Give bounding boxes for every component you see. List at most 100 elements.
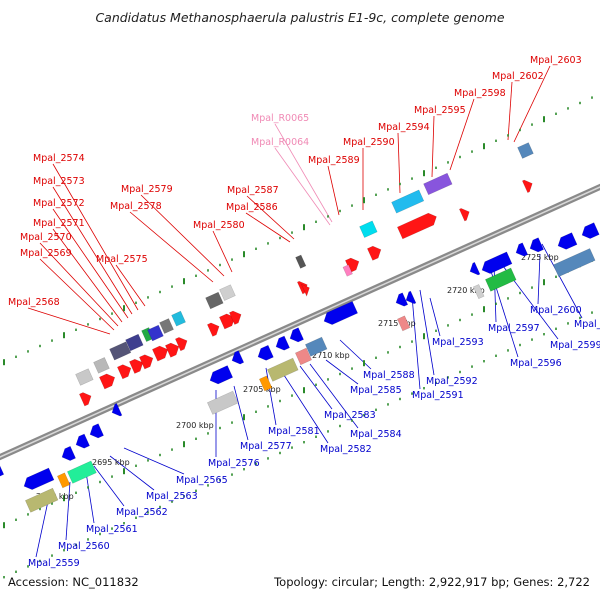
reverse-gene-label: Mpal_2601: [574, 319, 600, 330]
reverse-gene-label: Mpal_2560: [58, 541, 110, 552]
forward-gene-label: Mpal_2595: [414, 105, 466, 116]
accession-text: Accession: NC_011832: [8, 575, 139, 589]
reverse-gene: [473, 284, 485, 300]
map-title: Candidatus Methanosphaerula palustris E1…: [95, 10, 505, 25]
forward-gene-label: Mpal_2586: [226, 202, 278, 213]
reverse-gene: [295, 347, 312, 366]
forward-gene: [205, 291, 224, 310]
forward-gene-label: Mpal_2602: [492, 71, 544, 82]
label-leaders: [27, 65, 583, 558]
reverse-gene-label: Mpal_2565: [176, 475, 228, 486]
reverse-gene-label: Mpal_2559: [28, 558, 80, 569]
forward-gene: [295, 254, 307, 269]
reverse-gene: [207, 390, 239, 415]
forward-gene-label: Mpal_2572: [33, 198, 85, 209]
genome-backbone: [0, 183, 600, 461]
forward-gene-label: Mpal_2568: [8, 297, 60, 308]
reverse-gene-label: Mpal_2592: [426, 376, 478, 387]
forward-gene: [459, 208, 470, 222]
forward-gene: [359, 220, 378, 238]
reverse-gene: [61, 445, 76, 461]
forward-gene-label: Mpal_2578: [110, 201, 162, 212]
scale-label: 2700 kbp: [176, 421, 214, 430]
forward-gene-label: Mpal_2575: [96, 254, 148, 265]
forward-gene: [93, 357, 110, 374]
reverse-gene-label: Mpal_2577: [240, 441, 292, 452]
forward-gene-label: Mpal_2590: [343, 137, 395, 148]
forward-gene: [99, 373, 116, 390]
reverse-gene-label: Mpal_2588: [363, 370, 415, 381]
reverse-gene-label: Mpal_2596: [510, 358, 562, 369]
reverse-gene-label: Mpal_2599: [550, 340, 600, 351]
reverse-gene: [231, 350, 245, 365]
scale-label: 2710 kbp: [312, 351, 350, 360]
forward-gene: [159, 318, 174, 334]
forward-gene: [125, 333, 144, 352]
reverse-gene: [259, 375, 273, 392]
reverse-gene: [209, 365, 234, 385]
reverse-gene: [305, 336, 328, 357]
reverse-gene: [57, 472, 71, 489]
reverse-gene-label: Mpal_2584: [350, 429, 402, 440]
rna-gene-label: Mpal_R0064: [251, 137, 309, 148]
reverse-gene-label: Mpal_2585: [350, 385, 402, 396]
reverse-gene-label: Mpal_2600: [530, 305, 582, 316]
reverse-gene: [485, 267, 517, 292]
reverse-gene: [25, 487, 59, 513]
forward-gene-label: Mpal_2594: [378, 122, 430, 133]
reverse-gene: [67, 460, 97, 484]
forward-gene: [152, 345, 169, 362]
forward-gene: [423, 172, 453, 196]
reverse-gene: [405, 290, 417, 305]
rna-gene: [342, 264, 353, 277]
reverse-gene-label: Mpal_2581: [268, 426, 320, 437]
forward-gene: [207, 322, 220, 337]
reverse-gene-label: Mpal_2591: [412, 390, 464, 401]
forward-gene-label: Mpal_2573: [33, 176, 85, 187]
reverse-gene: [481, 251, 513, 274]
reverse-gene-label: Mpal_2597: [488, 323, 540, 334]
forward-gene: [367, 245, 382, 261]
genome-stats: Topology: circular; Length: 2,922,917 bp…: [274, 575, 590, 589]
reverse-gene: [515, 242, 529, 257]
forward-gene-label: Mpal_2579: [121, 184, 173, 195]
forward-gene-label: Mpal_2603: [530, 55, 582, 66]
reverse-gene: [111, 403, 123, 417]
forward-gene-label: Mpal_2574: [33, 153, 85, 164]
forward-gene-label: Mpal_2589: [308, 155, 360, 166]
forward-gene: [147, 324, 164, 342]
forward-gene: [391, 189, 425, 214]
forward-gene: [165, 342, 180, 358]
scale-label: 2720 kbp: [447, 286, 485, 295]
forward-gene: [79, 392, 92, 407]
gene-labels: Mpal_2568 Mpal_2569 Mpal_2570 Mpal_2571 Mpal…: [8, 55, 600, 569]
forward-gene-label: Mpal_2598: [454, 88, 506, 99]
forward-gene: [175, 337, 188, 352]
reverse-gene-label: Mpal_2561: [86, 524, 138, 535]
reverse-gene-label: Mpal_2582: [320, 444, 372, 455]
forward-gene-label: Mpal_2571: [33, 218, 85, 229]
rna-gene-label: Mpal_R0065: [251, 113, 309, 124]
reverse-gene: [0, 462, 5, 477]
reverse-gene: [75, 433, 90, 449]
gene-features: [0, 142, 600, 513]
forward-gene: [300, 283, 310, 297]
reverse-gene: [267, 357, 299, 382]
reverse-gene: [397, 315, 411, 332]
reverse-gene-label: Mpal_2576: [208, 458, 260, 469]
reverse-gene-label: Mpal_2583: [324, 410, 376, 421]
forward-gene: [522, 179, 533, 194]
forward-gene-label: Mpal_2580: [193, 220, 245, 231]
reverse-gene: [553, 248, 596, 278]
scale-label: 2725 kbp: [521, 253, 559, 262]
forward-gene: [129, 358, 144, 374]
reverse-gene: [275, 335, 290, 351]
forward-gene: [109, 341, 132, 361]
forward-gene: [171, 310, 186, 327]
forward-gene: [117, 364, 132, 380]
forward-gene: [517, 142, 534, 159]
reverse-gene-label: Mpal_2563: [146, 491, 198, 502]
reverse-gene: [581, 222, 600, 239]
reverse-gene: [257, 344, 274, 361]
